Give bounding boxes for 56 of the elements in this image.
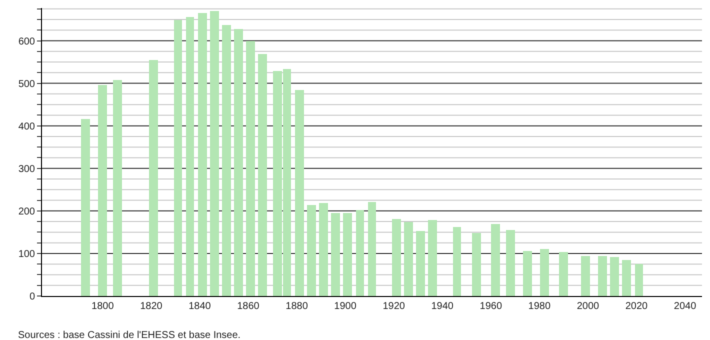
bar: [392, 219, 401, 296]
bar: [81, 119, 90, 296]
bar: [356, 210, 364, 296]
x-tick-label: 1980: [528, 301, 551, 312]
source-note: Sources : base Cassini de l'EHESS et base Insee.: [18, 330, 241, 340]
bar: [622, 260, 631, 296]
bar: [198, 13, 207, 296]
x-tick-label: 1960: [480, 301, 502, 312]
bar: [404, 222, 413, 296]
y-tick-label: 400: [18, 121, 36, 132]
bar: [113, 80, 122, 296]
bar: [258, 54, 267, 296]
y-tick-label: 300: [18, 164, 36, 175]
bar: [506, 230, 515, 296]
bar: [307, 205, 316, 296]
x-tick-label: 2020: [625, 301, 648, 312]
bar: [491, 224, 500, 296]
bar: [559, 252, 568, 296]
bar: [428, 220, 437, 296]
bar: [295, 90, 304, 296]
x-tick-label: 2040: [674, 301, 697, 312]
bar: [343, 213, 352, 296]
y-tick-label: 200: [18, 206, 36, 218]
bar: [98, 85, 107, 296]
bar: [540, 249, 549, 296]
x-tick-label: 1880: [286, 301, 308, 312]
bar: [598, 256, 607, 296]
x-tick-label: 2000: [576, 301, 600, 312]
bar: [222, 25, 231, 296]
bar: [149, 60, 158, 296]
y-tick-label: 100: [18, 248, 36, 260]
x-tick-label: 1820: [140, 301, 163, 312]
y-tick-label: 600: [18, 36, 36, 48]
x-tick-label: 1860: [237, 301, 260, 312]
bar: [234, 29, 243, 296]
x-tick-label: 1920: [382, 301, 406, 312]
y-tick-label: 500: [18, 78, 36, 90]
bar: [368, 202, 376, 296]
bar: [472, 233, 481, 296]
bar: [453, 227, 461, 296]
bar: [581, 256, 590, 296]
bar: [635, 264, 643, 296]
bar: [523, 251, 532, 296]
y-tick-label: 0: [29, 292, 36, 302]
bar: [331, 213, 340, 296]
bar: [174, 20, 182, 296]
bar: [246, 41, 255, 296]
x-tick-label: 1800: [92, 301, 114, 312]
bar: [319, 203, 328, 296]
bar: [186, 17, 194, 296]
x-tick-label: 1840: [188, 301, 212, 312]
bar: [610, 257, 619, 296]
x-tick-label: 1900: [334, 301, 357, 312]
bar: [416, 231, 425, 296]
x-tick-label: 1940: [431, 301, 454, 312]
bar: [210, 11, 219, 296]
